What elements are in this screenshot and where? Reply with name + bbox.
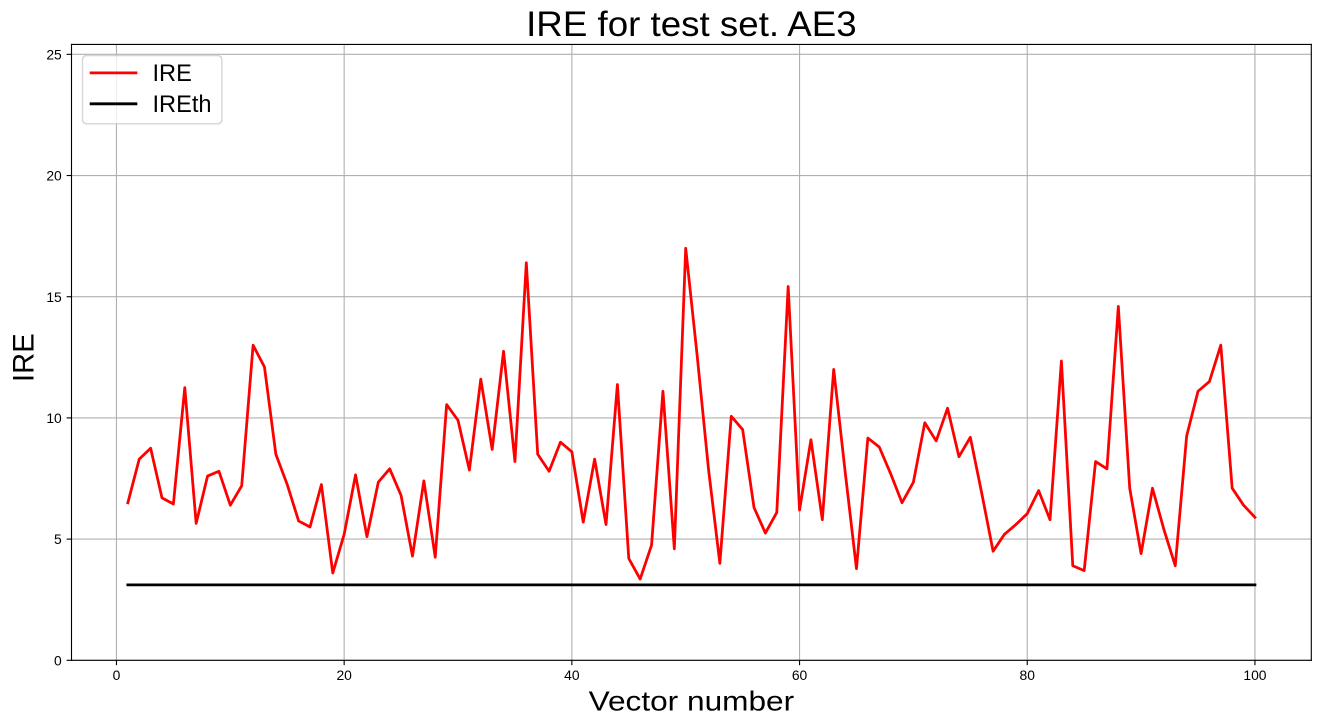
svg-text:0: 0 <box>113 667 121 683</box>
svg-text:5: 5 <box>54 531 62 547</box>
svg-text:IRE: IRE <box>9 333 41 382</box>
svg-text:Vector number: Vector number <box>589 686 795 717</box>
svg-text:80: 80 <box>1020 667 1036 683</box>
svg-text:60: 60 <box>792 667 808 683</box>
svg-text:IRE: IRE <box>152 61 191 87</box>
svg-text:25: 25 <box>46 46 62 62</box>
svg-text:10: 10 <box>46 410 62 426</box>
svg-text:0: 0 <box>54 652 62 668</box>
svg-text:40: 40 <box>564 667 580 683</box>
svg-text:20: 20 <box>336 667 352 683</box>
svg-text:20: 20 <box>46 168 62 184</box>
svg-text:IRE for test set. AE3: IRE for test set. AE3 <box>526 4 857 44</box>
svg-text:IREth: IREth <box>152 92 211 118</box>
svg-text:100: 100 <box>1243 667 1266 683</box>
svg-text:15: 15 <box>46 289 62 305</box>
